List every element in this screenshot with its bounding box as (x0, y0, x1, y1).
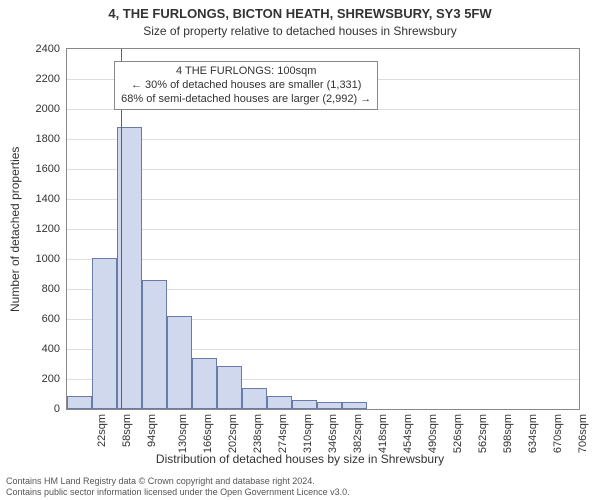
xtick-label: 454sqm (402, 414, 414, 453)
xtick-label: 418sqm (377, 414, 389, 453)
annotation-line2: ← 30% of detached houses are smaller (1,… (121, 79, 371, 93)
xtick-label: 562sqm (477, 414, 489, 453)
xtick-label: 22sqm (96, 414, 108, 447)
ytick-label: 400 (10, 343, 60, 355)
footer-line1: Contains HM Land Registry data © Crown c… (6, 476, 350, 487)
xtick-label: 490sqm (427, 414, 439, 453)
annotation-line3: 68% of semi-detached houses are larger (… (121, 93, 371, 107)
xtick-label: 130sqm (177, 414, 189, 453)
plot-area: 4 THE FURLONGS: 100sqm ← 30% of detached… (66, 48, 580, 410)
x-axis-label: Distribution of detached houses by size … (0, 452, 600, 466)
histogram-bar (242, 388, 267, 409)
chart-title-line1: 4, THE FURLONGS, BICTON HEATH, SHREWSBUR… (0, 6, 600, 21)
histogram-bar (67, 396, 92, 410)
xtick-label: 274sqm (277, 414, 289, 453)
ytick-label: 600 (10, 313, 60, 325)
histogram-bar (217, 366, 242, 410)
ytick-label: 1800 (10, 133, 60, 145)
xtick-label: 526sqm (452, 414, 464, 453)
ytick-label: 800 (10, 283, 60, 295)
ytick-label: 2200 (10, 73, 60, 85)
ytick-label: 1000 (10, 253, 60, 265)
histogram-bar (342, 402, 367, 409)
annotation-box: 4 THE FURLONGS: 100sqm ← 30% of detached… (114, 61, 378, 110)
annotation-line1: 4 THE FURLONGS: 100sqm (121, 65, 371, 79)
histogram-bar (317, 402, 342, 409)
ytick-label: 1200 (10, 223, 60, 235)
histogram-bar (167, 316, 192, 409)
ytick-label: 1400 (10, 193, 60, 205)
histogram-bar (142, 280, 167, 409)
xtick-label: 346sqm (327, 414, 339, 453)
xtick-label: 634sqm (527, 414, 539, 453)
footer-attribution: Contains HM Land Registry data © Crown c… (6, 476, 350, 498)
histogram-bar (92, 258, 117, 410)
histogram-bar (192, 358, 217, 409)
xtick-label: 382sqm (352, 414, 364, 453)
xtick-label: 166sqm (202, 414, 214, 453)
footer-line2: Contains public sector information licen… (6, 487, 350, 498)
histogram-bar (267, 396, 292, 410)
xtick-label: 670sqm (552, 414, 564, 453)
xtick-label: 310sqm (302, 414, 314, 453)
xtick-label: 58sqm (121, 414, 133, 447)
xtick-label: 202sqm (227, 414, 239, 453)
ytick-label: 1600 (10, 163, 60, 175)
ytick-label: 200 (10, 373, 60, 385)
ytick-label: 0 (10, 403, 60, 415)
ytick-label: 2400 (10, 43, 60, 55)
chart-title-line2: Size of property relative to detached ho… (0, 24, 600, 38)
xtick-label: 238sqm (252, 414, 264, 453)
ytick-label: 2000 (10, 103, 60, 115)
chart-container: 4, THE FURLONGS, BICTON HEATH, SHREWSBUR… (0, 0, 600, 500)
xtick-label: 598sqm (502, 414, 514, 453)
histogram-bar (292, 400, 317, 409)
xtick-label: 706sqm (577, 414, 589, 453)
xtick-label: 94sqm (146, 414, 158, 447)
